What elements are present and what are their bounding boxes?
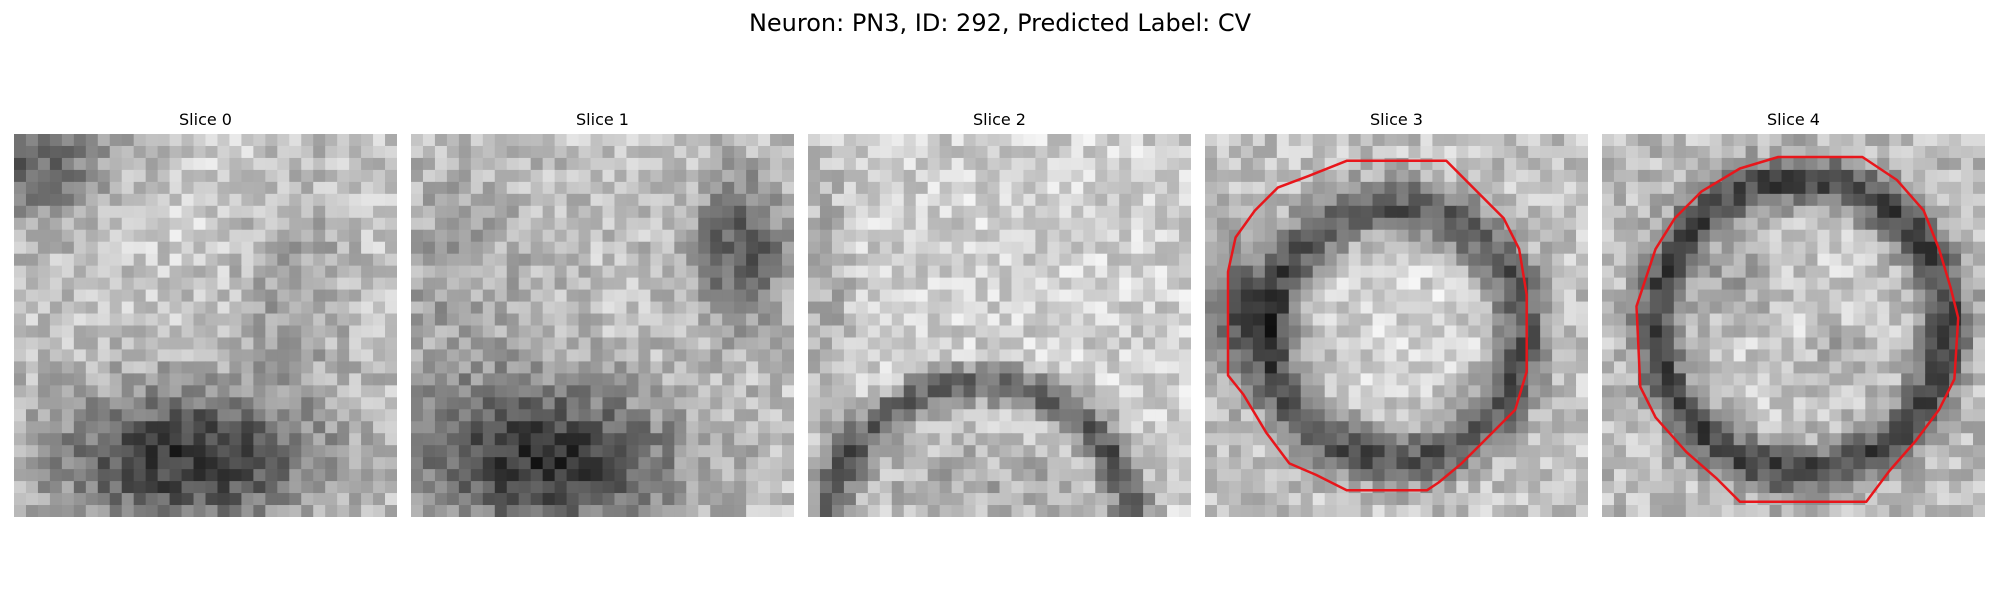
slice-0-image [14,134,397,517]
slice-0-pixels [14,134,397,517]
slice-4-contour [1635,155,1960,503]
slice-1-image [411,134,794,517]
slice-0-title: Slice 0 [179,110,232,129]
slice-4-title: Slice 4 [1767,110,1820,129]
slice-2-title: Slice 2 [973,110,1026,129]
slice-1-pixels [411,134,794,517]
slice-2-image [808,134,1191,517]
slice-4-pixels [1602,134,1985,517]
slice-3-title: Slice 3 [1370,110,1423,129]
figure-title: Neuron: PN3, ID: 292, Predicted Label: C… [748,9,1252,37]
slice-3-image [1205,134,1588,517]
slice-3-contour [1226,159,1528,492]
slice-4-image [1602,134,1985,517]
slice-1-title: Slice 1 [576,110,629,129]
slice-3-pixels [1205,134,1588,517]
slice-2-pixels [808,134,1191,517]
